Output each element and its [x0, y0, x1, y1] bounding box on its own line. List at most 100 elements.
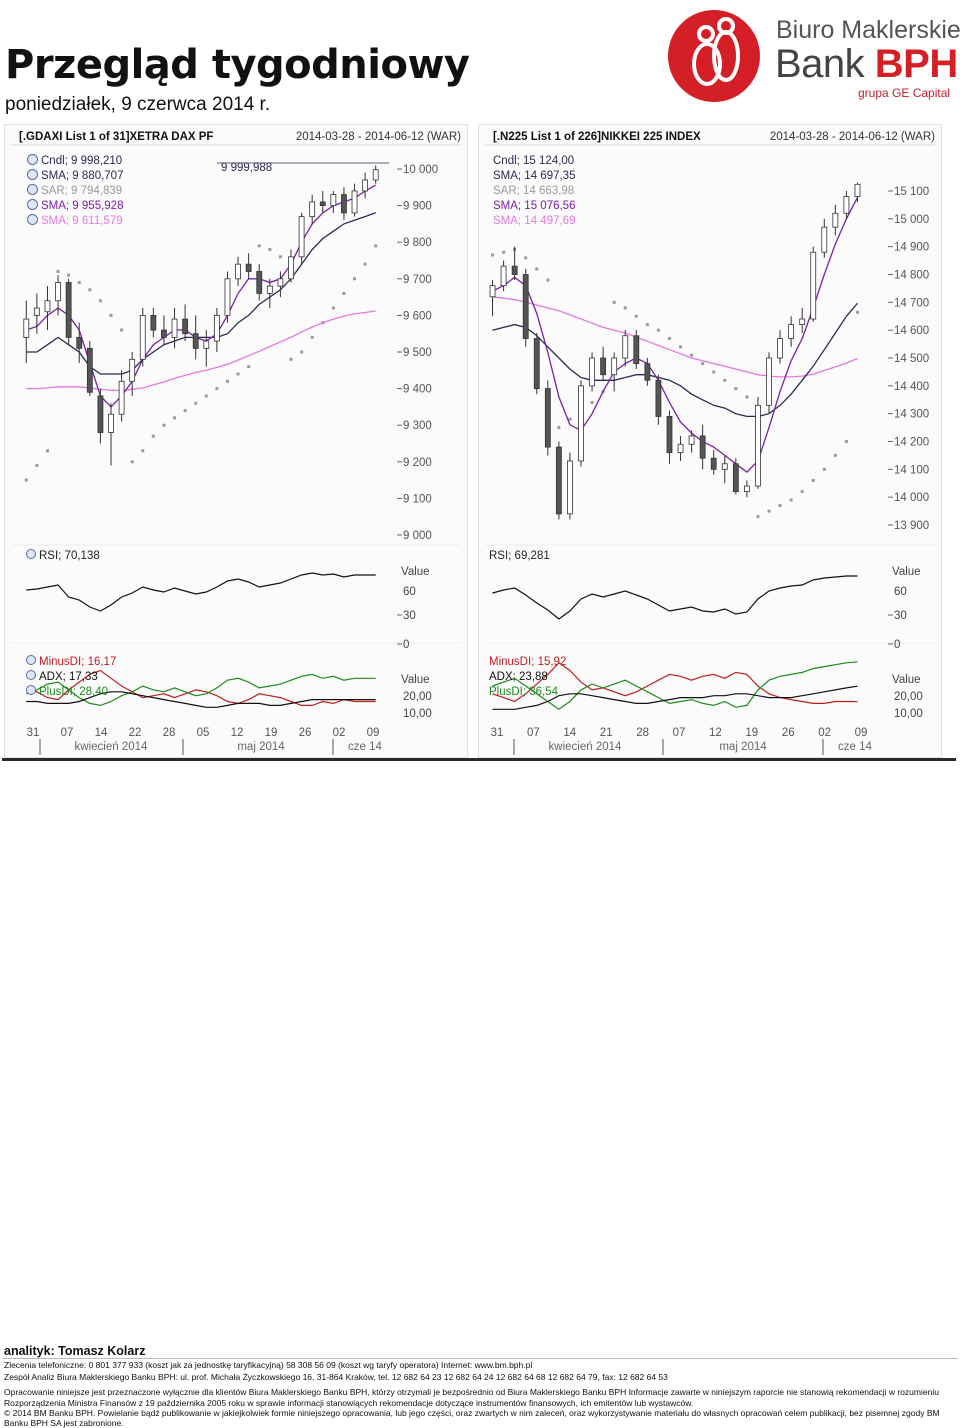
sar-point: [204, 394, 208, 398]
month-label: kwiecień 2014: [549, 741, 622, 753]
rsi-clock-icon: [26, 549, 36, 559]
sar-point: [712, 370, 716, 374]
candle-body: [55, 282, 61, 302]
sar-point: [88, 288, 92, 292]
sar-point: [590, 401, 594, 405]
legend-label: SMA; 15 076,56: [493, 200, 576, 212]
candle-body: [522, 274, 529, 339]
sar-point: [690, 353, 694, 357]
price-tick-label: 9 500: [403, 347, 432, 359]
sar-point: [568, 417, 572, 421]
x-tick-label: 07: [673, 727, 686, 739]
price-tick-label: 9 200: [403, 457, 432, 469]
sar-point: [183, 409, 187, 413]
x-tick-label: 12: [231, 727, 244, 739]
sar-point: [374, 244, 378, 248]
price-tick-label: 15 100: [894, 186, 929, 198]
x-tick-label: 21: [600, 727, 613, 739]
analyst-name: analityk: Tomasz Kolarz: [4, 1344, 146, 1358]
candle-body: [76, 336, 83, 349]
candle-body: [33, 307, 40, 316]
legend-item: SMA; 9 880,707: [27, 169, 123, 184]
legend-clock-icon: [27, 199, 38, 210]
sar-point: [268, 248, 272, 252]
legend-clock-icon: [27, 214, 38, 225]
sar-point: [645, 323, 649, 327]
sar-point: [120, 328, 124, 332]
rsi-label: RSI; 69,281: [489, 550, 550, 562]
candle-body: [699, 435, 706, 459]
candle-body: [139, 314, 146, 360]
price-tick-label: 14 500: [894, 353, 929, 365]
dmi-legend-item: MinusDI; 15,92: [489, 656, 566, 668]
sar-point: [656, 328, 660, 332]
sar-point: [247, 365, 251, 369]
price-tick-label: 9 900: [403, 201, 432, 213]
legend-label: SMA; 9 880,707: [41, 170, 124, 182]
sar-point: [194, 401, 198, 405]
x-tick-label: 31: [27, 727, 40, 739]
sar-point: [723, 378, 727, 382]
chart-svg: [.N225 List 1 of 226]NIKKEI 225 INDEX 201…: [485, 131, 935, 755]
price-tick-label: 14 800: [894, 270, 929, 282]
candle-body: [655, 379, 662, 417]
rsi-line: [492, 575, 858, 620]
legend-label: SAR; 9 794,839: [41, 185, 123, 197]
rsi-axis-title: Value: [892, 566, 921, 578]
sar-point: [278, 255, 282, 259]
sar-point: [236, 372, 240, 376]
price-tick-label: 9 300: [403, 420, 432, 432]
x-tick-label: 09: [855, 727, 868, 739]
legend-item: SMA; 14 497,69: [493, 214, 575, 229]
sar-point: [557, 426, 561, 430]
candle-body: [161, 329, 167, 338]
sar-point: [701, 362, 705, 366]
dax-chart-panel: [.GDAXI List 1 of 31]XETRA DAX PF 2014-03…: [4, 124, 468, 758]
page-title: Przegląd tygodniowy: [5, 42, 470, 88]
candle-body: [150, 314, 157, 331]
price-tick-label: 13 900: [894, 520, 929, 532]
candle-body: [644, 363, 651, 381]
x-tick-label: 02: [333, 727, 346, 739]
legend-label: Cndl; 15 124,00: [493, 155, 575, 167]
legend-label: SMA; 14 697,35: [493, 170, 576, 182]
dmi-axis-title: Value: [892, 674, 921, 686]
candle-body: [710, 457, 717, 470]
bank-logo: Biuro Maklerskie Bank BPH grupa GE Capit…: [662, 4, 960, 112]
candle-body: [622, 335, 629, 359]
legend-label: SAR; 14 663,98: [493, 185, 575, 197]
candle-body: [743, 485, 750, 492]
rsi-axis-title: Value: [401, 566, 430, 578]
minus-di-line: [26, 669, 376, 706]
rsi-tick-60: 60: [894, 586, 907, 598]
candle-body: [86, 347, 93, 393]
bank-emblem-icon: [668, 10, 760, 102]
sar-point: [215, 387, 219, 391]
legend-item: Cndl; 9 998,210: [27, 154, 123, 169]
candle-body: [489, 285, 496, 298]
chart-name: [.N225 List 1 of 226]NIKKEI 225 INDEX: [493, 131, 701, 143]
sar-point: [667, 337, 671, 341]
sar-point: [612, 300, 616, 304]
sar-point: [151, 434, 155, 438]
x-tick-label: 14: [95, 727, 108, 739]
adx-line: [26, 691, 376, 708]
sma-fast-line: [26, 184, 377, 408]
candle-body: [810, 251, 817, 320]
sar-point: [24, 478, 28, 482]
candle-body: [213, 314, 220, 342]
sar-point: [173, 416, 177, 420]
logo-line3: grupa GE Capital: [858, 86, 951, 100]
logo-bph: BPH: [874, 42, 958, 86]
minus-di-line: [492, 662, 858, 704]
x-tick-label: 07: [61, 727, 74, 739]
legend-label: SMA; 14 497,69: [493, 215, 576, 227]
candle-body: [309, 201, 316, 217]
sar-point: [45, 449, 49, 453]
month-label: cze 14: [838, 741, 872, 753]
legend-label: SMA; 9 611,579: [41, 215, 123, 227]
candle-body: [362, 179, 369, 192]
x-tick-label: 09: [367, 727, 380, 739]
sar-point: [225, 379, 229, 383]
candle-body: [65, 282, 72, 338]
